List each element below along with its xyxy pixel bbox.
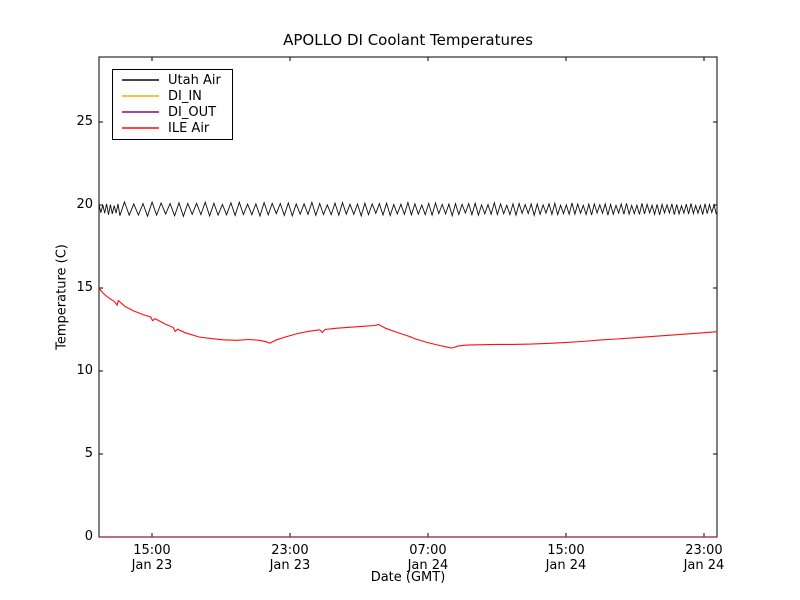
x-tick-label: 15:00 Jan 23 [131,543,173,573]
legend-line-sample [122,95,159,97]
y-axis-label: Temperature (C) [54,244,70,350]
chart-title: APOLLO DI Coolant Temperatures [283,31,533,49]
y-tick-label: 0 [84,529,93,544]
legend-line-sample [122,111,159,113]
legend-line-sample [122,127,159,129]
legend-label: Utah Air [168,72,221,88]
y-tick-label: 5 [84,446,93,461]
x-axis-label: Date (GMT) [370,570,446,585]
legend-label: DI_OUT [168,104,217,120]
series-line-ile-air [98,287,718,349]
y-tick-label: 25 [76,114,93,129]
x-tick-label: 07:00 Jan 24 [407,543,449,573]
legend-label: ILE Air [168,120,210,136]
y-tick-label: 15 [76,280,93,295]
y-tick-label: 20 [76,197,93,212]
legend-entry-di-in: DI_IN [113,88,232,104]
legend-label: DI_IN [168,88,202,104]
y-tick-label: 10 [76,363,93,378]
x-tick-label: 23:00 Jan 23 [269,543,311,573]
legend-line-sample [122,79,159,81]
legend-entry-ile-air: ILE Air [113,120,232,136]
x-tick-label: 15:00 Jan 24 [545,543,587,573]
x-tick-label: 23:00 Jan 24 [683,543,725,573]
legend-entry-di-out: DI_OUT [113,104,232,120]
legend: Utah Air DI_IN DI_OUT ILE Air [112,69,233,140]
legend-entry-utah-air: Utah Air [113,72,232,88]
series-line-utah-air [98,200,717,218]
